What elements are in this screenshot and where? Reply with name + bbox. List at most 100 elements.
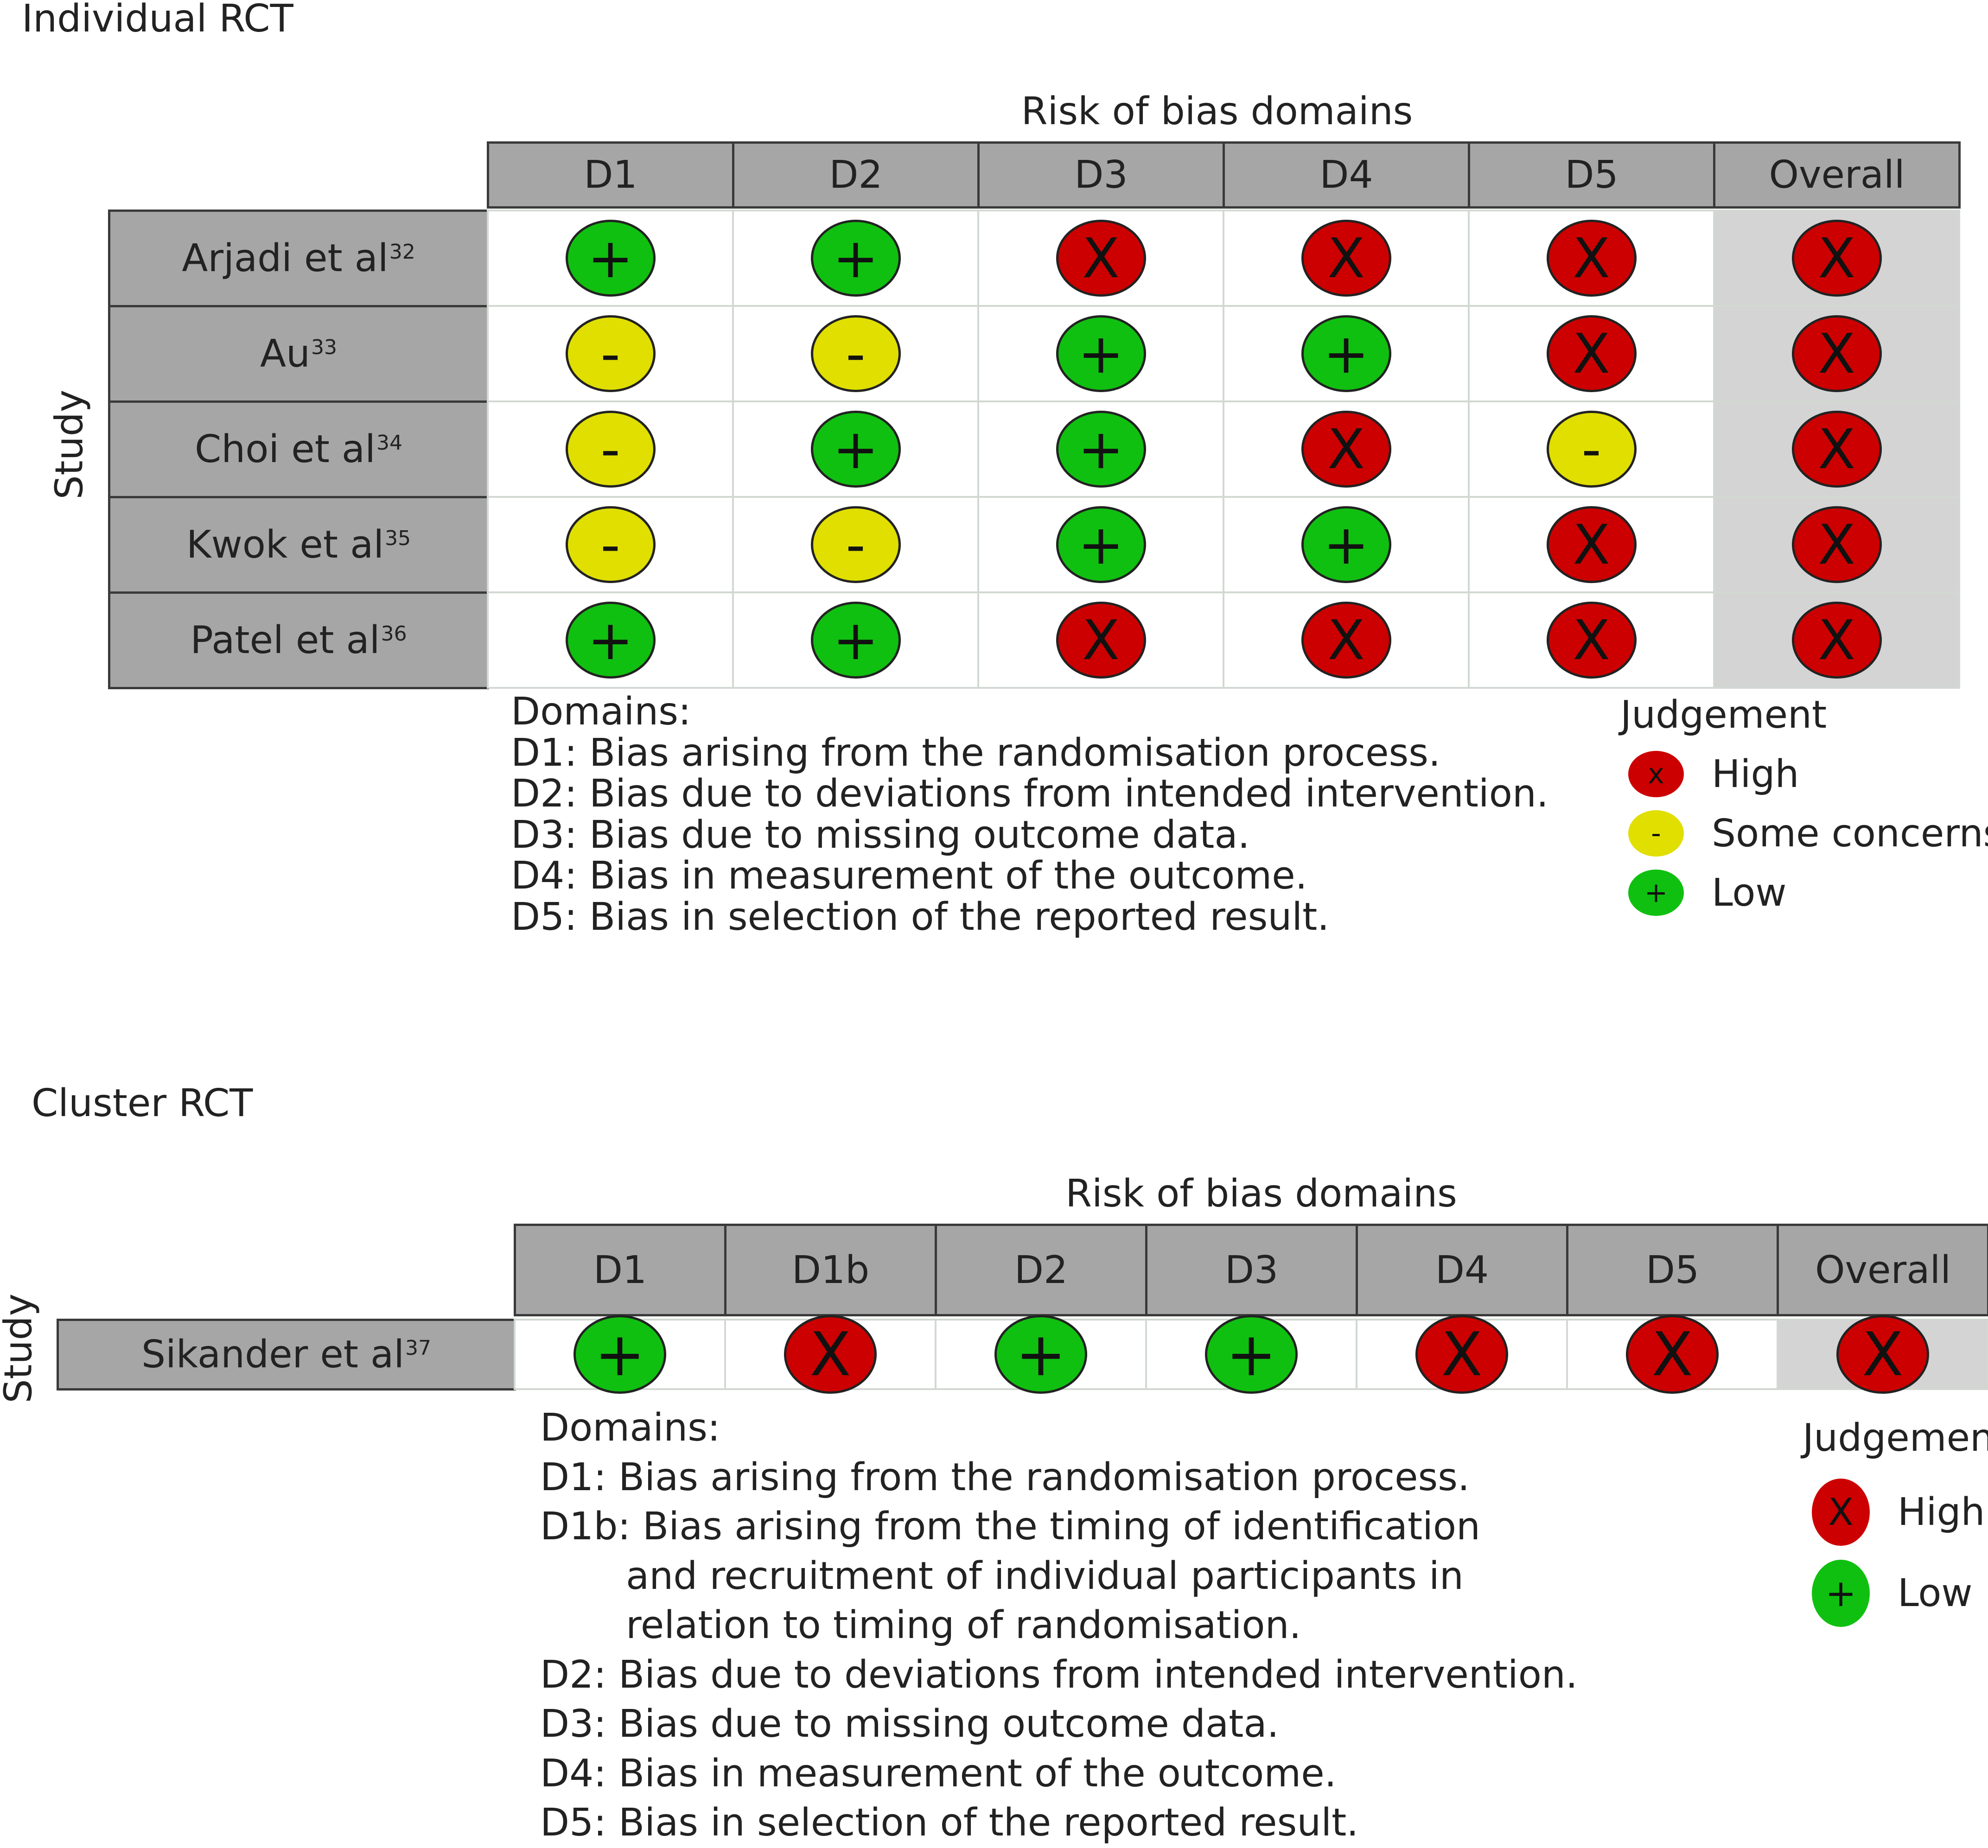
individual-legend-title: Judgement <box>1620 693 1827 737</box>
study-name: Choi et al <box>195 427 376 471</box>
individual-cell-d2: - <box>732 305 979 402</box>
study-reference: 32 <box>389 240 415 264</box>
legend-label: High <box>1712 752 1799 796</box>
judgement-low-icon: + <box>810 411 901 488</box>
cluster-column-header-d2: D2 <box>935 1224 1147 1316</box>
judgement-high-icon: X <box>1546 506 1637 583</box>
cluster-domain-line: D2: Bias due to deviations from intended… <box>540 1652 1578 1697</box>
individual-cell-d1: + <box>487 210 734 307</box>
study-reference: 35 <box>385 527 411 550</box>
individual-cell-d4: + <box>1223 305 1470 402</box>
individual-cell-overall: X <box>1713 210 1960 307</box>
individual-cell-d5: X <box>1468 496 1715 593</box>
judgement-low-icon: + <box>1628 870 1684 916</box>
cluster-domain-line: D3: Bias due to missing outcome data. <box>540 1702 1279 1746</box>
individual-cell-d4: X <box>1223 210 1470 307</box>
judgement-some-concerns-icon: - <box>565 315 656 392</box>
cluster-cell-d4: X <box>1356 1315 1568 1394</box>
judgement-high-icon: X <box>1626 1315 1719 1394</box>
individual-domain-line: D3: Bias due to missing outcome data. <box>511 813 1250 857</box>
judgement-low-icon: + <box>810 220 901 297</box>
judgement-some-concerns-icon: - <box>1546 411 1637 488</box>
individual-study-label: Au 33 <box>108 305 489 403</box>
judgement-low-icon: + <box>1205 1315 1298 1394</box>
cluster-domain-line: relation to timing of randomisation. <box>626 1603 1301 1647</box>
legend-item-low: + Low <box>1812 1560 1972 1627</box>
cluster-column-header-d1: D1 <box>514 1224 726 1316</box>
judgement-high-icon: X <box>1791 506 1882 583</box>
legend-label: Low <box>1712 870 1787 915</box>
cluster-cell-overall: X <box>1777 1315 1988 1394</box>
judgement-low-icon: + <box>1056 315 1146 392</box>
individual-cell-d3: + <box>977 496 1224 593</box>
cluster-domain-line: and recruitment of individual participan… <box>626 1554 1464 1598</box>
individual-cell-d2: + <box>732 400 979 498</box>
legend-label: High <box>1898 1490 1985 1534</box>
cluster-cell-d3: + <box>1145 1315 1357 1394</box>
individual-cell-d2: - <box>732 496 979 593</box>
cluster-domain-line: D1b: Bias arising from the timing of ide… <box>540 1505 1481 1549</box>
individual-cell-d4: + <box>1223 496 1470 593</box>
judgement-high-icon: X <box>1791 315 1882 392</box>
judgement-high-icon: X <box>1791 602 1882 679</box>
study-name: Sikander et al <box>141 1333 405 1377</box>
cluster-domain-line: Domains: <box>540 1406 720 1450</box>
individual-domain-line: Domains: <box>511 690 691 734</box>
individual-study-label: Arjadi et al 32 <box>108 210 489 307</box>
judgement-high-icon: X <box>1056 220 1146 297</box>
cluster-column-header-d3: D3 <box>1145 1224 1358 1316</box>
judgement-low-icon: + <box>810 602 901 679</box>
judgement-low-icon: + <box>565 602 656 679</box>
judgement-high-icon: X <box>1301 220 1391 297</box>
individual-column-header-overall: Overall <box>1713 141 1961 209</box>
individual-domain-line: D4: Bias in measurement of the outcome. <box>511 854 1307 898</box>
cluster-column-header-overall: Overall <box>1777 1224 1988 1316</box>
judgement-some-concerns-icon: - <box>1628 810 1684 857</box>
judgement-some-concerns-icon: - <box>810 315 901 392</box>
cluster-cell-d1: + <box>514 1315 726 1394</box>
judgement-high-icon: x <box>1628 751 1684 797</box>
legend-label: Some concerns <box>1712 811 1988 856</box>
judgement-low-icon: + <box>1301 506 1391 583</box>
individual-cell-d2: + <box>732 591 979 689</box>
judgement-low-icon: + <box>565 220 656 297</box>
individual-cell-d3: + <box>977 400 1224 498</box>
individual-column-header-d4: D4 <box>1223 141 1470 209</box>
judgement-low-icon: + <box>1056 506 1146 583</box>
individual-study-label: Kwok et al 35 <box>108 496 489 594</box>
cluster-domain-line: D4: Bias in measurement of the outcome. <box>540 1751 1337 1796</box>
judgement-some-concerns-icon: - <box>565 506 656 583</box>
individual-cell-overall: X <box>1713 400 1960 498</box>
individual-cell-overall: X <box>1713 496 1960 593</box>
cluster-column-header-d1b: D1b <box>724 1224 937 1316</box>
judgement-high-icon: X <box>784 1315 877 1394</box>
judgement-high-icon: X <box>1812 1479 1870 1546</box>
judgement-high-icon: X <box>1546 315 1637 392</box>
individual-section-title: Individual RCT <box>22 0 293 41</box>
individual-domain-line: D5: Bias in selection of the reported re… <box>511 895 1330 939</box>
individual-column-header-d2: D2 <box>732 141 980 209</box>
study-name: Kwok et al <box>186 523 384 567</box>
individual-study-label: Patel et al 36 <box>108 591 489 689</box>
individual-cell-d3: + <box>977 305 1224 402</box>
study-name: Patel et al <box>190 618 380 662</box>
study-reference: 33 <box>311 336 338 359</box>
judgement-high-icon: X <box>1415 1315 1508 1394</box>
individual-cell-d5: X <box>1468 210 1715 307</box>
judgement-low-icon: + <box>1812 1560 1870 1627</box>
legend-item-high: X High <box>1812 1479 1985 1546</box>
individual-domains-header: Risk of bias domains <box>1021 89 1413 133</box>
individual-cell-d1: - <box>487 496 734 593</box>
study-name: Arjadi et al <box>182 236 389 280</box>
study-reference: 34 <box>376 431 402 455</box>
individual-cell-d4: X <box>1223 400 1470 498</box>
judgement-high-icon: X <box>1301 411 1391 488</box>
cluster-domains-header: Risk of bias domains <box>1065 1172 1457 1216</box>
judgement-some-concerns-icon: - <box>565 411 656 488</box>
individual-cell-d2: + <box>732 210 979 307</box>
cluster-section-title: Cluster RCT <box>32 1081 253 1125</box>
individual-domain-line: D2: Bias due to deviations from intended… <box>511 772 1548 816</box>
individual-cell-d5: - <box>1468 400 1715 498</box>
judgement-high-icon: X <box>1836 1315 1929 1394</box>
individual-domain-line: D1: Bias arising from the randomisation … <box>511 730 1441 775</box>
